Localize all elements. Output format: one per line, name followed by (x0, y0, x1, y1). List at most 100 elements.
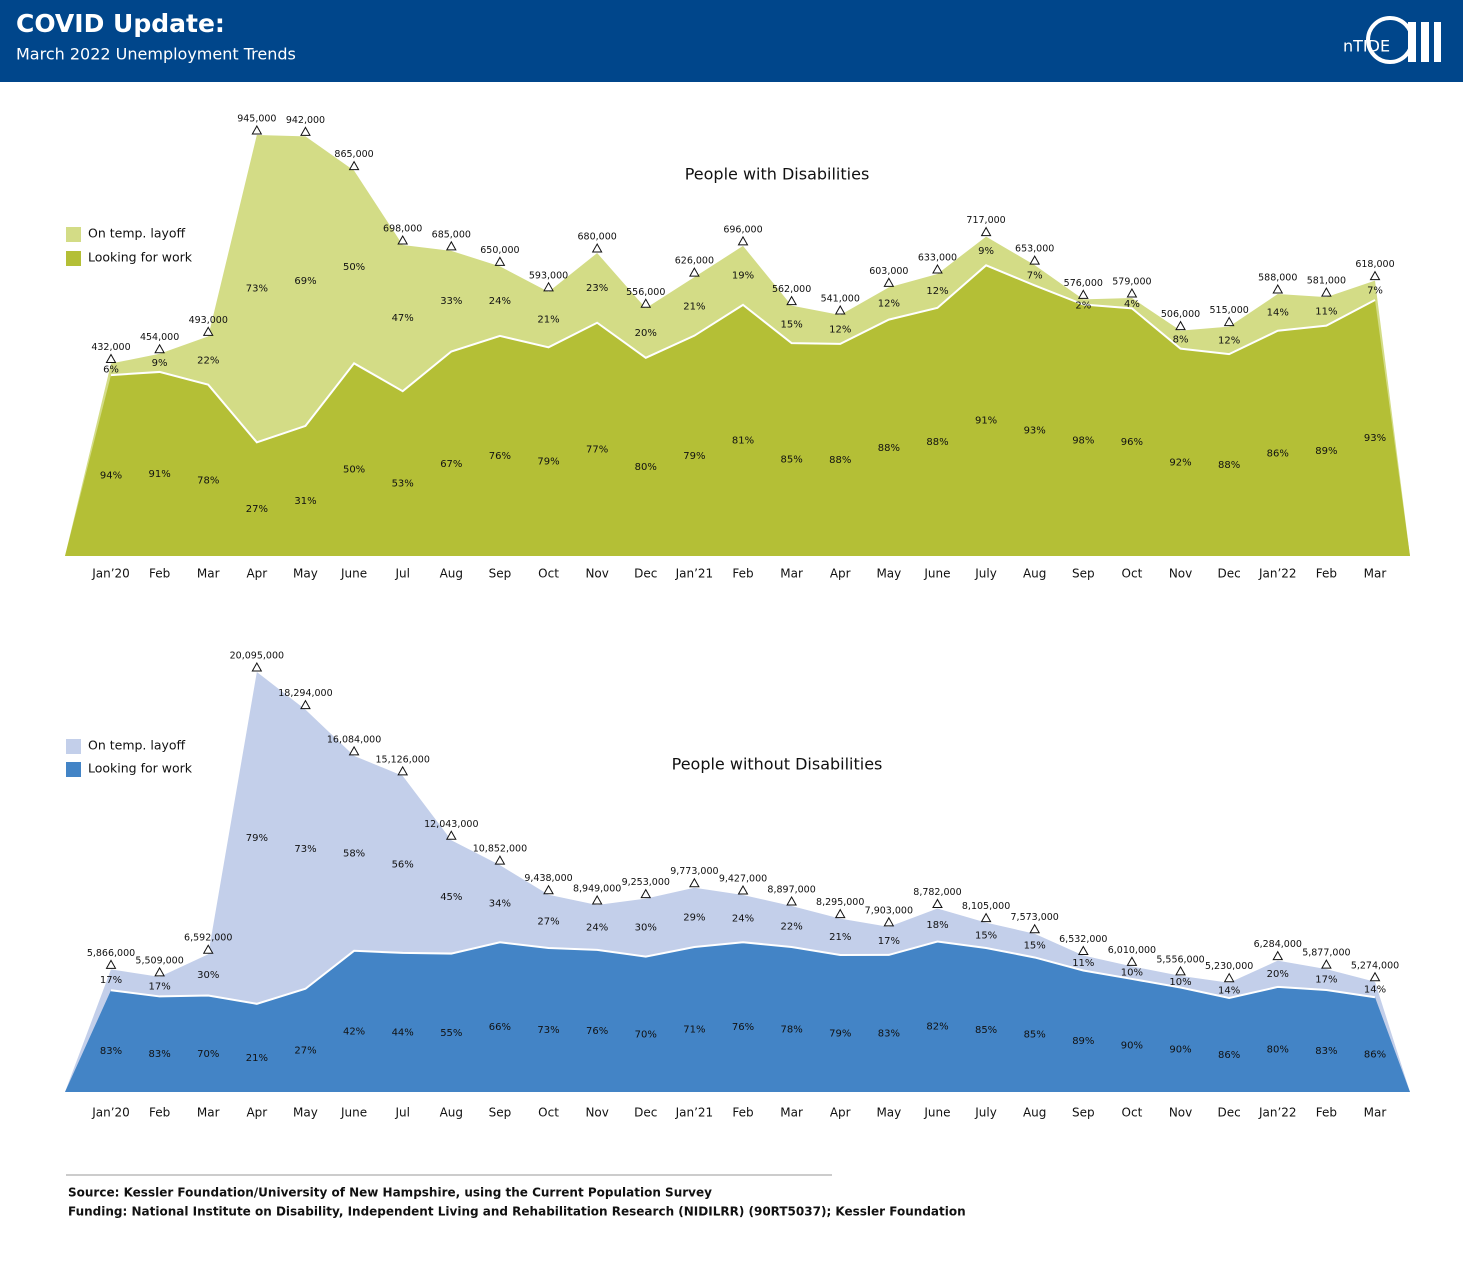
total-label: 8,949,000 (573, 883, 621, 894)
looking-label: 93% (1364, 433, 1386, 444)
temp-layoff-label: 45% (440, 892, 462, 903)
temp-layoff-label: 23% (586, 283, 608, 294)
total-marker (494, 855, 506, 865)
total-label: 8,782,000 (913, 887, 961, 898)
total-marker (300, 699, 311, 710)
total-label: 7,903,000 (865, 905, 913, 916)
x-tick-label: Mar (1364, 567, 1387, 581)
temp-layoff-label: 14% (1218, 985, 1240, 996)
looking-label: 70% (197, 1049, 219, 1060)
x-tick-label: June (340, 1106, 367, 1120)
temp-layoff-label: 30% (197, 970, 219, 981)
looking-label: 67% (440, 459, 462, 470)
total-label: 8,897,000 (767, 885, 815, 896)
total-label: 581,000 (1307, 276, 1346, 287)
chart: 432,000 6% 94% Jan’20 454,000 9% 91% Feb 493,000… (65, 114, 1410, 581)
x-tick-label: Jul (394, 567, 409, 581)
temp-layoff-label: 24% (489, 296, 511, 307)
total-label: 698,000 (383, 224, 422, 235)
x-tick-label: Aug (440, 567, 463, 581)
total-label: 685,000 (432, 229, 471, 240)
looking-label: 82% (926, 1022, 948, 1033)
x-tick-label: Apr (246, 1106, 267, 1120)
total-label: 8,295,000 (816, 897, 864, 908)
temp-layoff-label: 21% (683, 301, 705, 312)
legend-swatch (66, 739, 81, 754)
total-label: 603,000 (869, 266, 908, 277)
looking-label: 21% (246, 1053, 268, 1064)
temp-layoff-label: 15% (780, 319, 802, 330)
x-tick-label: Nov (585, 567, 608, 581)
total-marker (883, 277, 895, 287)
total-label: 454,000 (140, 332, 179, 343)
temp-layoff-label: 56% (392, 859, 414, 870)
x-tick-label: Dec (1218, 567, 1241, 581)
temp-layoff-label: 15% (1024, 941, 1046, 952)
x-tick-label: Oct (538, 567, 559, 581)
total-marker (397, 235, 409, 245)
looking-label: 66% (489, 1022, 511, 1033)
total-label: 593,000 (529, 270, 568, 281)
x-tick-label: Mar (780, 1106, 803, 1120)
total-marker (1369, 971, 1381, 982)
looking-label: 70% (635, 1029, 657, 1040)
total-marker (348, 160, 360, 171)
x-tick-label: Aug (440, 1106, 463, 1120)
total-marker (786, 295, 797, 306)
chart-title: People without Disabilities (672, 755, 883, 774)
temp-layoff-label: 27% (537, 916, 559, 927)
total-label: 562,000 (772, 284, 811, 295)
looking-label: 88% (829, 455, 851, 466)
legend-label: On temp. layoff (88, 738, 186, 753)
legend-label: Looking for work (88, 761, 193, 776)
total-marker (883, 916, 895, 927)
temp-layoff-label: 50% (343, 262, 365, 273)
temp-layoff-label: 24% (732, 914, 754, 925)
x-tick-label: Sep (489, 567, 512, 581)
x-tick-label: Jan’21 (675, 567, 714, 581)
temp-layoff-label: 14% (1364, 984, 1386, 995)
total-marker (1369, 270, 1381, 281)
total-label: 515,000 (1210, 305, 1249, 316)
temp-layoff-label: 10% (1169, 977, 1191, 988)
looking-label: 79% (537, 457, 559, 468)
temp-layoff-label: 73% (246, 284, 268, 295)
looking-label: 50% (343, 465, 365, 476)
looking-label: 91% (975, 416, 997, 427)
x-tick-label: Feb (149, 567, 170, 581)
temp-layoff-label: 20% (635, 328, 657, 339)
total-label: 579,000 (1112, 277, 1151, 288)
looking-label: 85% (1024, 1030, 1046, 1041)
temp-layoff-label: 12% (926, 286, 948, 297)
legend-swatch (66, 762, 81, 777)
looking-label: 44% (392, 1027, 414, 1038)
header-band (0, 0, 1463, 82)
looking-label: 86% (1267, 448, 1289, 459)
temp-layoff-label: 15% (975, 930, 997, 941)
total-label: 7,573,000 (1011, 912, 1059, 923)
x-tick-label: Jan’22 (1258, 567, 1297, 581)
x-tick-label: June (923, 1106, 950, 1120)
total-label: 12,043,000 (424, 819, 478, 830)
total-label: 541,000 (821, 293, 860, 304)
x-tick-label: Oct (1122, 1106, 1143, 1120)
temp-layoff-label: 20% (1267, 969, 1289, 980)
temp-layoff-label: 22% (197, 356, 219, 367)
looking-label: 79% (683, 451, 705, 462)
total-marker (591, 894, 603, 905)
total-marker (1077, 945, 1089, 955)
total-marker (445, 830, 457, 840)
x-tick-label: Oct (538, 1106, 559, 1120)
temp-layoff-label: 17% (1315, 975, 1337, 986)
header-title: COVID Update: (16, 9, 225, 38)
area-looking-for-work (65, 941, 1410, 1092)
temp-layoff-label: 9% (978, 246, 994, 257)
looking-label: 91% (148, 469, 170, 480)
total-label: 5,274,000 (1351, 960, 1399, 971)
total-label: 9,773,000 (670, 866, 718, 877)
temp-layoff-label: 69% (294, 276, 316, 287)
total-marker (348, 745, 360, 756)
looking-label: 83% (878, 1028, 900, 1039)
total-marker (834, 908, 846, 919)
logo-figure (1408, 22, 1416, 62)
